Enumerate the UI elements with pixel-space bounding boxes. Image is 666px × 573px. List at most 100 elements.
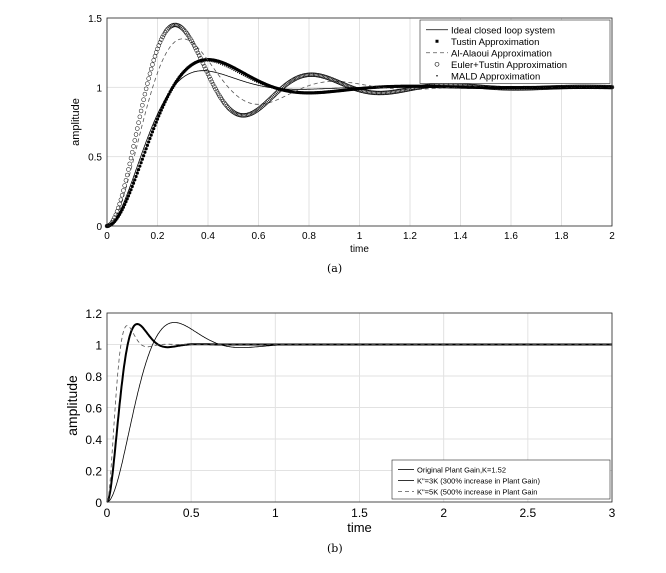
x-tick-label: 2 xyxy=(609,231,615,242)
data-point xyxy=(492,86,494,89)
data-point xyxy=(190,40,196,46)
data-point xyxy=(238,72,241,75)
data-point xyxy=(145,81,150,86)
data-point xyxy=(447,86,449,88)
data-point xyxy=(232,110,237,116)
x-tick-label: 3 xyxy=(609,506,616,520)
legend-label: K"=3K (300% increase in Plant Gain) xyxy=(417,476,540,485)
x-tick-label: 1.8 xyxy=(555,231,569,242)
data-point xyxy=(270,94,275,100)
data-point xyxy=(176,78,178,80)
data-point xyxy=(439,86,441,88)
data-point xyxy=(204,60,207,62)
data-point xyxy=(445,86,447,88)
data-point xyxy=(127,195,129,197)
data-point xyxy=(155,117,160,121)
data-point xyxy=(223,102,228,107)
data-point xyxy=(262,101,268,107)
data-point xyxy=(384,85,386,88)
data-point xyxy=(158,111,162,115)
data-point xyxy=(471,86,474,88)
data-point xyxy=(131,144,136,149)
data-point xyxy=(260,103,265,109)
plot-b: 0 0.5 1 1.5 2 2.5 3 0 0.2 0.4 0.6 0.8 1 1.2 time amplit… xyxy=(64,307,616,535)
data-point xyxy=(424,86,426,88)
data-point xyxy=(320,90,322,93)
data-point xyxy=(276,88,281,94)
data-point xyxy=(207,74,212,79)
series-mald-approximation xyxy=(106,60,612,227)
data-point xyxy=(222,100,227,106)
data-point xyxy=(252,79,254,81)
y-tick-label: 0 xyxy=(96,222,102,233)
data-point xyxy=(543,86,546,88)
data-point xyxy=(394,85,396,88)
data-point xyxy=(212,84,217,89)
data-point xyxy=(214,89,220,94)
data-point xyxy=(498,86,500,89)
legend-label: K"=5K (500% increase in Plant Gain xyxy=(417,487,537,496)
data-point xyxy=(157,114,159,116)
data-point xyxy=(295,91,297,93)
data-point xyxy=(231,68,233,71)
data-point xyxy=(121,188,126,193)
data-point xyxy=(276,88,279,91)
legend-label: Tustin Approximation xyxy=(451,37,539,48)
data-point xyxy=(331,89,333,92)
data-point xyxy=(576,86,578,88)
data-point xyxy=(403,85,405,87)
x-axis-label: time xyxy=(347,520,372,535)
data-point xyxy=(212,61,214,63)
data-point xyxy=(193,62,195,65)
x-tick-label: 0.8 xyxy=(302,231,316,242)
data-point xyxy=(203,66,208,72)
data-point xyxy=(199,60,201,63)
data-point xyxy=(307,91,309,93)
data-point xyxy=(125,197,129,201)
legend-item: K"=5K (500% increase in Plant Gain xyxy=(398,487,537,496)
data-point xyxy=(388,85,390,88)
data-point xyxy=(227,66,229,69)
x-tick-label: 2 xyxy=(440,506,447,520)
x-tick-label: 0.5 xyxy=(183,506,200,520)
data-point xyxy=(468,86,470,88)
data-point xyxy=(156,43,162,48)
data-point xyxy=(201,63,207,69)
data-point xyxy=(136,120,141,125)
data-point xyxy=(167,92,171,96)
data-point xyxy=(507,86,510,89)
data-point xyxy=(248,77,250,80)
data-point xyxy=(360,87,362,89)
data-point xyxy=(154,120,158,124)
data-point xyxy=(505,86,508,89)
data-point xyxy=(261,83,263,86)
data-point xyxy=(523,86,525,89)
caption-a: (a) xyxy=(327,262,343,275)
data-point xyxy=(138,164,140,167)
data-point xyxy=(559,86,561,88)
data-point xyxy=(449,86,451,88)
data-point xyxy=(256,81,258,83)
data-point xyxy=(250,78,252,81)
data-point xyxy=(265,85,267,87)
data-point xyxy=(168,90,171,92)
data-point xyxy=(333,89,335,91)
data-point xyxy=(598,86,600,88)
legend: Original Plant Gain,K=1.52 K"=3K (300% in… xyxy=(391,459,611,500)
data-point xyxy=(179,25,184,30)
legend-item: Euler+Tustin Approximation xyxy=(434,60,567,71)
data-point xyxy=(411,85,413,88)
data-point xyxy=(138,108,144,114)
data-point xyxy=(119,211,121,214)
data-point xyxy=(257,82,260,84)
data-point xyxy=(254,80,256,82)
data-point xyxy=(274,88,277,90)
data-point xyxy=(267,86,269,88)
data-point xyxy=(117,201,122,207)
data-point xyxy=(326,90,328,92)
data-point xyxy=(528,86,530,89)
data-point xyxy=(290,78,295,83)
data-point xyxy=(587,86,589,88)
plot-a: 0 0.2 0.4 0.6 0.8 1 1.2 1.4 1.6 1.8 2 0 0.5 1 1.5 time a… xyxy=(70,14,615,255)
data-point xyxy=(124,200,128,204)
